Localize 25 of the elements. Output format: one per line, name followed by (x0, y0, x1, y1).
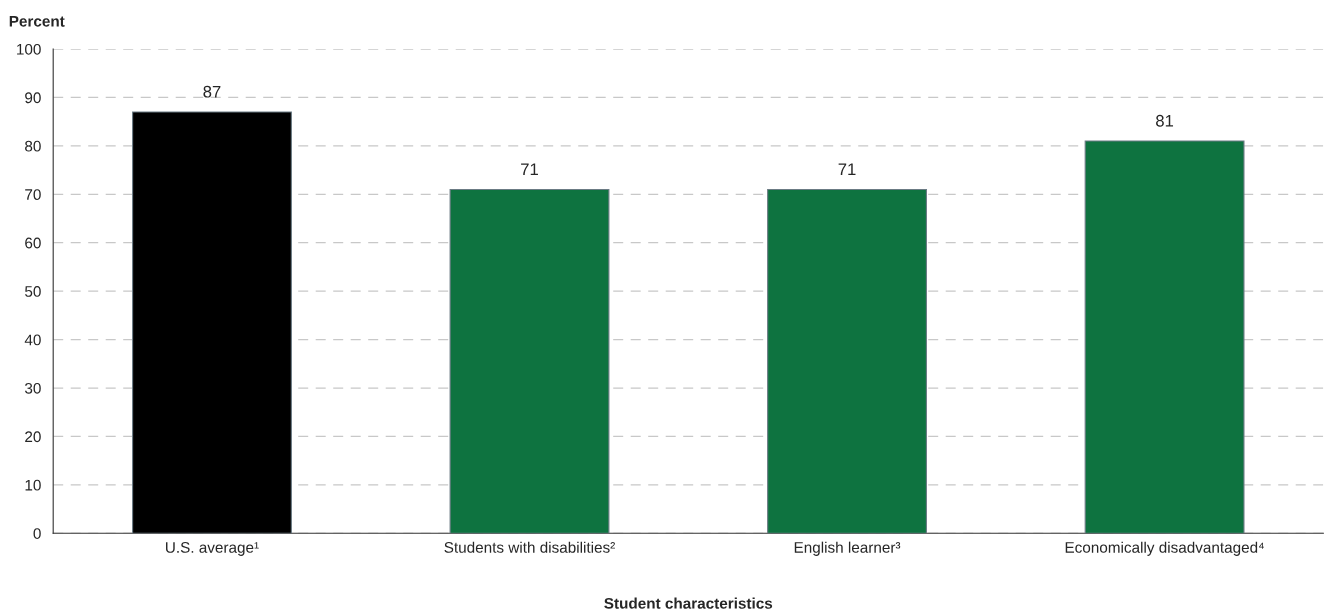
y-tick-label: 20 (25, 431, 41, 443)
x-tick-label: Economically disadvantaged⁴ (1065, 541, 1264, 556)
y-tick-label: 90 (25, 92, 41, 104)
y-axis-title: Percent (9, 15, 65, 27)
y-tick-label: 10 (25, 479, 41, 491)
data-label: 81 (1156, 114, 1174, 127)
bar (132, 111, 292, 534)
bar (1084, 140, 1245, 534)
bar (449, 188, 610, 534)
y-tick-label: 80 (25, 140, 41, 152)
x-tick-label: U.S. average¹ (166, 542, 259, 556)
x-tick-label: Students with disabilities² (444, 541, 615, 553)
y-tick-label: 0 (33, 528, 41, 539)
y-tick-label: 70 (25, 189, 41, 201)
data-label: 71 (838, 163, 856, 175)
y-tick-label: 50 (25, 286, 41, 297)
data-label: 71 (521, 163, 538, 175)
bar (767, 188, 927, 534)
y-tick-label: 40 (24, 334, 41, 346)
x-tick-label: English learner³ (794, 541, 901, 556)
y-tick-label: 60 (25, 237, 41, 249)
y-tick-label: 100 (17, 43, 41, 55)
y-tick-label: 30 (24, 382, 41, 394)
data-label: 87 (203, 85, 221, 98)
x-axis-title: Student characteristics (604, 597, 773, 609)
